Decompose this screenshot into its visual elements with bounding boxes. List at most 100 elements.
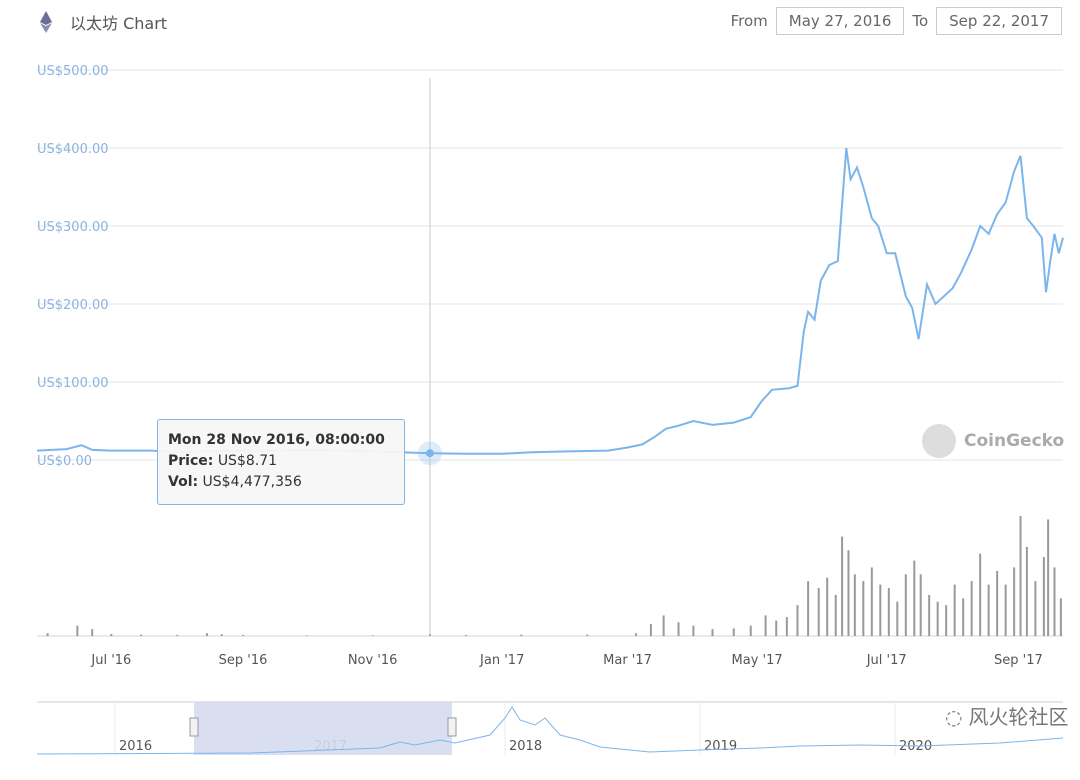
volume-bar xyxy=(371,635,374,636)
volume-bar xyxy=(775,620,778,636)
x-tick-label: Jul '16 xyxy=(90,653,131,668)
x-tick-label: Jan '17 xyxy=(479,653,524,668)
volume-bar xyxy=(465,634,468,636)
volume-bar xyxy=(928,594,931,636)
volume-bar xyxy=(996,570,999,636)
volume-bar xyxy=(853,574,856,636)
volume-bar xyxy=(586,634,589,636)
volume-bar xyxy=(913,560,916,636)
volume-bar xyxy=(176,634,179,636)
volume-bar xyxy=(862,581,865,636)
volume-bar xyxy=(677,622,680,636)
volume-bar xyxy=(91,629,94,636)
volume-bar xyxy=(749,625,752,636)
volume-bar xyxy=(1034,581,1037,636)
volume-bar xyxy=(428,634,431,636)
volume-bar xyxy=(834,594,837,636)
volume-bar xyxy=(870,567,873,636)
volume-bar xyxy=(879,584,882,636)
x-tick-label: Mar '17 xyxy=(603,653,652,668)
chart-title: 以太坊 Chart xyxy=(70,14,168,33)
volume-bar xyxy=(635,633,638,636)
navigator-handle[interactable] xyxy=(447,717,457,737)
volume-bar xyxy=(76,625,79,636)
volume-bar xyxy=(220,634,223,636)
x-tick-label: Nov '16 xyxy=(348,653,398,668)
volume-bar xyxy=(962,598,965,636)
navigator-year-label: 2018 xyxy=(509,739,542,754)
tooltip: Mon 28 Nov 2016, 08:00:00 Price: US$8.71… xyxy=(157,419,405,505)
hover-point xyxy=(425,449,434,458)
volume-bar xyxy=(817,588,820,636)
y-tick-label: US$100.00 xyxy=(37,376,109,391)
volume-bar xyxy=(796,605,799,636)
volume-bar xyxy=(945,605,948,636)
y-tick-label: US$0.00 xyxy=(37,454,92,469)
x-tick-label: May '17 xyxy=(732,653,783,668)
coingecko-watermark: CoinGecko xyxy=(922,424,1064,458)
to-label: To xyxy=(912,12,929,30)
volume-bar xyxy=(732,628,735,636)
volume-bar xyxy=(979,553,982,636)
to-date-input[interactable]: Sep 22, 2017 xyxy=(936,7,1062,35)
volume-bar xyxy=(970,581,973,636)
volume-bar xyxy=(1019,516,1022,636)
volume-bar xyxy=(1053,567,1056,636)
from-label: From xyxy=(730,12,768,30)
volume-bar xyxy=(711,629,714,636)
tooltip-price: US$8.71 xyxy=(217,453,278,469)
y-tick-label: US$300.00 xyxy=(37,220,109,235)
volume-bar xyxy=(1004,584,1007,636)
navigator-handle[interactable] xyxy=(189,717,199,737)
volume-bar xyxy=(46,633,49,636)
tooltip-vol-label: Vol: xyxy=(168,474,199,490)
navigator-line xyxy=(36,706,1064,755)
volume-bar xyxy=(764,615,767,636)
y-tick-label: US$200.00 xyxy=(37,298,109,313)
volume-bar xyxy=(110,633,113,636)
date-range: From May 27, 2016 To Sep 22, 2017 xyxy=(731,7,1062,35)
x-tick-label: Sep '16 xyxy=(219,653,268,668)
volume-bar xyxy=(847,550,850,636)
volume-bar xyxy=(826,577,829,636)
navigator-year-label: 2016 xyxy=(119,739,152,754)
chart-header: 以太坊 Chart xyxy=(40,10,167,34)
from-date-input[interactable]: May 27, 2016 xyxy=(775,7,905,35)
volume-bar xyxy=(305,635,308,636)
navigator-year-label: 2020 xyxy=(899,739,932,754)
volume-bar xyxy=(987,584,990,636)
y-tick-label: US$500.00 xyxy=(37,64,109,79)
volume-bar xyxy=(520,634,523,636)
volume-bar xyxy=(904,574,907,636)
volume-bar xyxy=(205,633,208,636)
navigator-year-label: 2019 xyxy=(704,739,737,754)
tooltip-date: Mon 28 Nov 2016, 08:00:00 xyxy=(168,432,385,448)
volume-bar xyxy=(242,634,245,636)
volume-bar xyxy=(936,601,939,636)
volume-bar xyxy=(953,584,956,636)
tooltip-price-label: Price: xyxy=(168,453,214,469)
volume-bar xyxy=(841,536,844,636)
ethereum-icon xyxy=(40,11,52,33)
volume-bar xyxy=(785,617,788,636)
volume-bar xyxy=(1025,546,1028,636)
y-tick-label: US$400.00 xyxy=(37,142,109,157)
volume-bar xyxy=(662,615,665,636)
wechat-icon: ◌ xyxy=(945,705,963,729)
volume-bar xyxy=(140,634,143,636)
volume-bar xyxy=(1047,519,1050,636)
volume-bar xyxy=(1042,557,1045,636)
wechat-watermark: ◌ 风火轮社区 xyxy=(945,705,1069,729)
x-tick-label: Jul '17 xyxy=(866,653,907,668)
x-tick-label: Sep '17 xyxy=(994,653,1043,668)
tooltip-vol: US$4,477,356 xyxy=(202,474,302,490)
coingecko-logo-icon xyxy=(922,424,956,458)
volume-bar xyxy=(807,581,810,636)
volume-bar xyxy=(1013,567,1016,636)
price-line xyxy=(36,147,1064,455)
volume-bar xyxy=(896,601,899,636)
volume-bar xyxy=(692,625,695,636)
volume-bar xyxy=(1059,598,1062,636)
volume-bar xyxy=(649,624,652,636)
